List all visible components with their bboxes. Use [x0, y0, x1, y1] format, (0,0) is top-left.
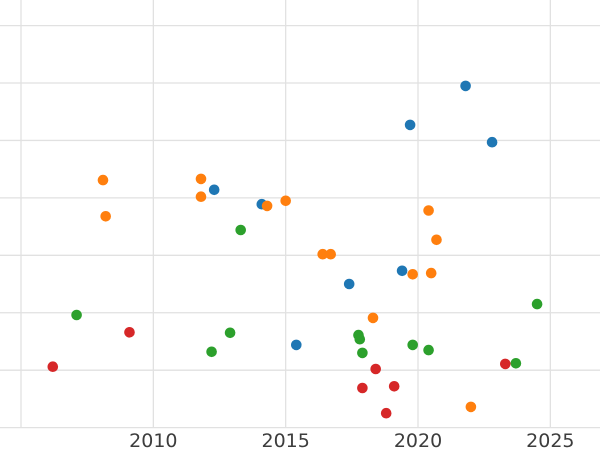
- x-tick-label: 2010: [129, 430, 178, 450]
- scatter-point-group-orange: [431, 234, 442, 246]
- x-tick-label: 2025: [526, 430, 575, 450]
- scatter-point-group-orange: [100, 211, 111, 222]
- scatter-point-group-blue: [404, 119, 416, 131]
- scatter-point-group-orange: [317, 248, 329, 260]
- scatter-point-group-orange: [97, 174, 109, 186]
- scatter-point-group-green: [206, 346, 217, 358]
- scatter-point-group-green: [423, 344, 434, 356]
- scatter-point-group-green: [357, 347, 368, 359]
- scatter-point-group-blue: [208, 184, 220, 196]
- scatter-point-group-red: [124, 327, 135, 338]
- scatter-point-group-orange: [325, 248, 337, 260]
- scatter-point-group-green: [407, 339, 419, 351]
- scatter-point-group-blue: [343, 278, 355, 290]
- scatter-point-group-red: [500, 358, 511, 370]
- scatter-point-group-orange: [280, 195, 292, 207]
- scatter-point-group-blue: [396, 265, 408, 277]
- scatter-point-group-green: [531, 298, 543, 310]
- scatter-point-group-orange: [423, 205, 434, 216]
- scatter-point-group-green: [71, 309, 82, 321]
- scatter-point-group-orange: [261, 200, 273, 212]
- scatter-point-group-blue: [291, 339, 302, 351]
- scatter-point-group-blue: [460, 80, 471, 92]
- gridlines: [0, 0, 600, 429]
- data-points: [47, 80, 543, 419]
- x-tick-label: 2020: [393, 430, 443, 450]
- scatter-point-group-orange: [425, 267, 437, 279]
- x-tick-label: 2015: [261, 430, 310, 450]
- scatter-point-group-blue: [486, 136, 498, 148]
- scatter-point-group-orange: [367, 312, 379, 324]
- scatter-point-group-green: [235, 224, 246, 236]
- scatter-point-group-green: [224, 327, 236, 339]
- scatter-point-group-orange: [195, 191, 207, 202]
- scatter-point-group-green: [510, 358, 522, 369]
- scatter-point-group-red: [380, 407, 392, 419]
- scatter-point-group-red: [357, 382, 368, 394]
- scatter-point-group-red: [388, 381, 400, 392]
- scatter-point-group-green: [354, 333, 366, 345]
- scatter-point-group-red: [370, 363, 382, 375]
- scatter-point-group-orange: [465, 401, 477, 413]
- scatter-point-group-orange: [407, 269, 419, 280]
- scatter-point-group-orange: [195, 173, 207, 185]
- scatter-point-group-red: [47, 361, 59, 373]
